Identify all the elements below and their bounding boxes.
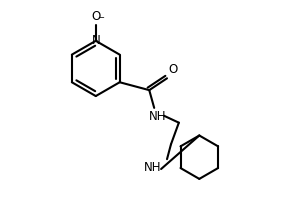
Text: −: − bbox=[97, 13, 104, 22]
Text: O: O bbox=[168, 63, 177, 76]
Text: O: O bbox=[91, 10, 101, 23]
Text: NH: NH bbox=[149, 110, 167, 123]
Text: NH: NH bbox=[144, 161, 161, 174]
Text: N: N bbox=[92, 34, 100, 47]
